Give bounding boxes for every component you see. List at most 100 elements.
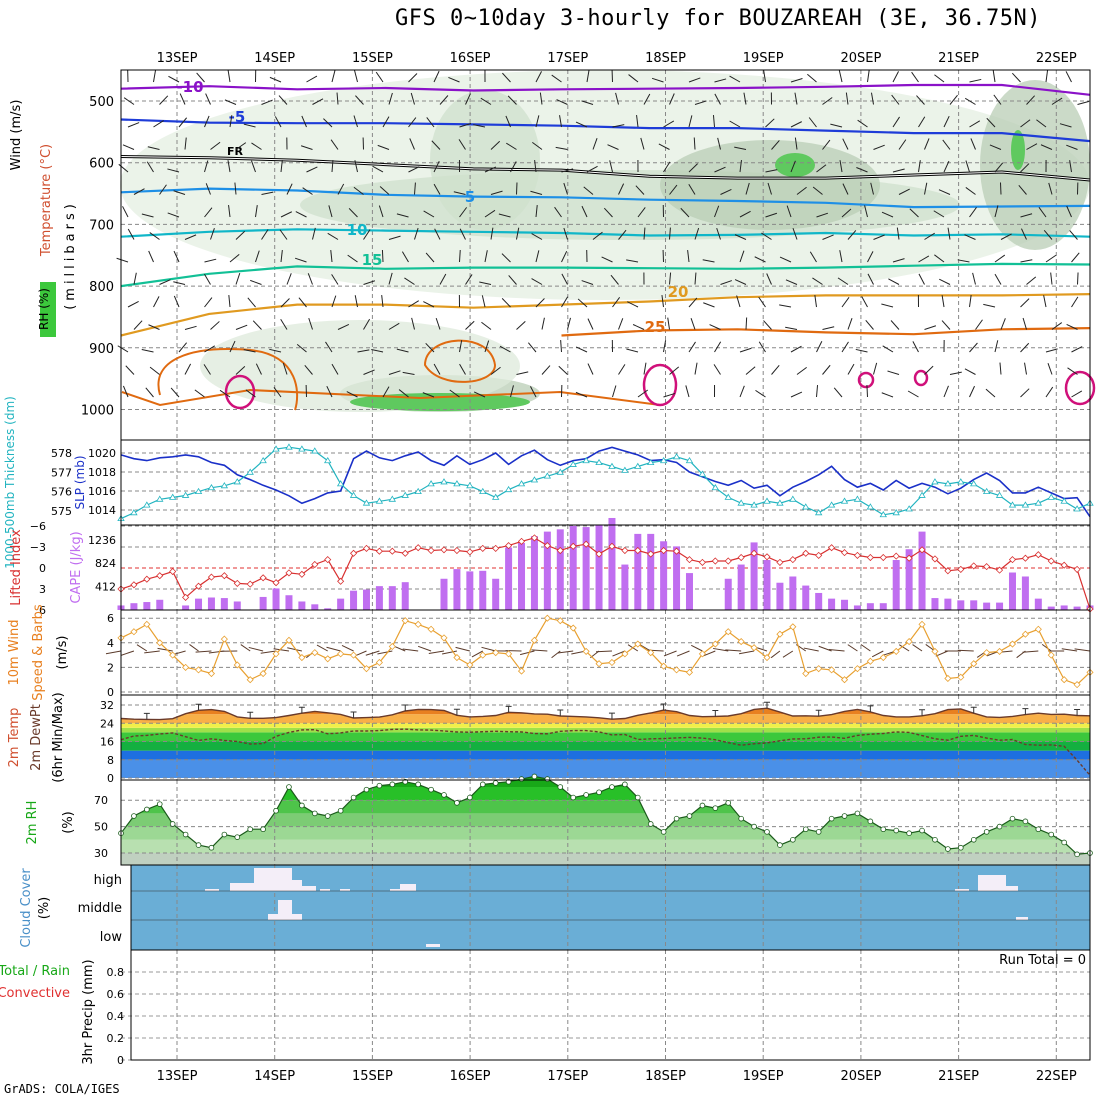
- li-marker: [647, 550, 655, 558]
- wind-barb: [994, 205, 999, 218]
- temp-band: [121, 723, 1090, 728]
- wind-barb: [745, 182, 750, 195]
- li-marker: [1060, 561, 1068, 569]
- wind-tick: 4: [107, 637, 114, 650]
- wind-barb: [714, 205, 720, 218]
- wind-barb: [168, 75, 180, 83]
- wind-barb: [539, 92, 543, 105]
- wind-barb: [957, 649, 974, 652]
- temp-band: [121, 759, 1090, 778]
- cape-bar: [233, 601, 241, 610]
- pressure-tick: 900: [89, 342, 114, 357]
- wind-barb: [280, 250, 283, 263]
- cape-bar: [350, 590, 358, 610]
- thickness-marker: [259, 456, 267, 464]
- wind-barb: [409, 138, 415, 150]
- cape-tick: 1236: [88, 534, 116, 547]
- wind-barb: [425, 252, 435, 263]
- cloud-block: [955, 889, 969, 891]
- thickness-marker: [621, 466, 629, 473]
- isotherm-label: 15: [362, 251, 383, 269]
- rh-marker: [518, 776, 525, 782]
- rh-tick: 30: [94, 847, 108, 860]
- wind-barb: [401, 251, 409, 263]
- wind-barb: [184, 137, 187, 150]
- wind-barb: [531, 233, 543, 240]
- wind-barb: [235, 142, 247, 150]
- panel-y-label: 2m DewPt: [29, 704, 44, 771]
- wind-speed-marker: [285, 636, 293, 644]
- thickness-marker: [440, 478, 448, 485]
- wind-speed-marker: [324, 655, 332, 663]
- wind-barb: [326, 385, 333, 398]
- thickness-marker: [336, 480, 345, 487]
- wind-barb: [1071, 390, 1083, 398]
- wind-barb: [145, 387, 154, 398]
- wind-barb: [583, 186, 594, 195]
- wind-barb: [830, 123, 843, 128]
- panel-frame: [130, 949, 1091, 1061]
- wind-barb: [295, 211, 307, 218]
- rh-marker: [531, 773, 538, 780]
- wind-barb: [204, 115, 210, 128]
- wind-barb: [870, 182, 874, 195]
- wind-barb: [892, 71, 899, 83]
- date-tick-bottom: 22SEP: [1036, 1069, 1077, 1084]
- wind-barb: [918, 160, 921, 173]
- wind-barb: [738, 650, 755, 655]
- cloud-block: [400, 884, 416, 891]
- wind-barb: [739, 210, 751, 218]
- thickness-marker: [866, 503, 875, 510]
- wind-barb: [586, 70, 590, 83]
- wind-barb: [372, 165, 384, 173]
- isotherm-label: -10: [176, 78, 203, 96]
- wind-barb: [969, 295, 972, 308]
- thickness-tick: 576: [51, 486, 72, 499]
- thickness-marker: [414, 487, 422, 494]
- wind-barb: [282, 362, 288, 375]
- isotherm-line: [120, 187, 1091, 209]
- wind-barb: [592, 231, 603, 240]
- wind-barb: [739, 347, 752, 353]
- cape-bar: [505, 547, 513, 610]
- rh-marker: [970, 836, 977, 843]
- wind-barb: [873, 144, 885, 150]
- wind-speed-marker: [918, 620, 926, 628]
- minmax-marker: [660, 703, 667, 711]
- panel-y-label: (%): [37, 897, 52, 920]
- wind-barb: [766, 273, 772, 285]
- rh-shade-high: [1011, 130, 1025, 170]
- wind-barb: [688, 183, 696, 195]
- wind-barb: [607, 144, 619, 150]
- minmax-marker: [712, 709, 719, 717]
- li-marker: [763, 553, 771, 561]
- wind-barb: [377, 650, 393, 655]
- rh-marker: [557, 784, 564, 790]
- thickness-tick: 578: [51, 447, 72, 460]
- wind-barb: [501, 298, 511, 308]
- panel-y-label: SLP (mb): [73, 455, 87, 509]
- wind-barb: [141, 349, 154, 353]
- wind-barb: [563, 227, 568, 240]
- wind-speed-marker: [995, 647, 1004, 655]
- wind-barb: [122, 385, 129, 398]
- rh-marker: [880, 826, 887, 833]
- wind-barb: [1043, 230, 1053, 240]
- li-marker: [479, 544, 487, 552]
- li-marker: [776, 558, 784, 566]
- wind-barb: [734, 146, 747, 150]
- minmax-marker: [350, 711, 357, 719]
- wind-barb: [506, 142, 517, 150]
- wind-barb: [669, 272, 672, 285]
- wind-barb: [170, 387, 180, 398]
- wind-speed-marker: [156, 639, 164, 647]
- wind-barb: [881, 392, 894, 398]
- wind-barb: [947, 227, 951, 240]
- rh-marker: [505, 778, 512, 785]
- wind-barb: [626, 348, 639, 353]
- li-tick: −3: [30, 541, 46, 554]
- rh-marker: [260, 826, 266, 833]
- cloud-block: [230, 883, 254, 891]
- cape-bar: [492, 578, 500, 610]
- date-axis: 13SEP 13SEP 14SEP 14SEP 15SEP 15SEP 16SEP 16SEP…: [157, 51, 1077, 1084]
